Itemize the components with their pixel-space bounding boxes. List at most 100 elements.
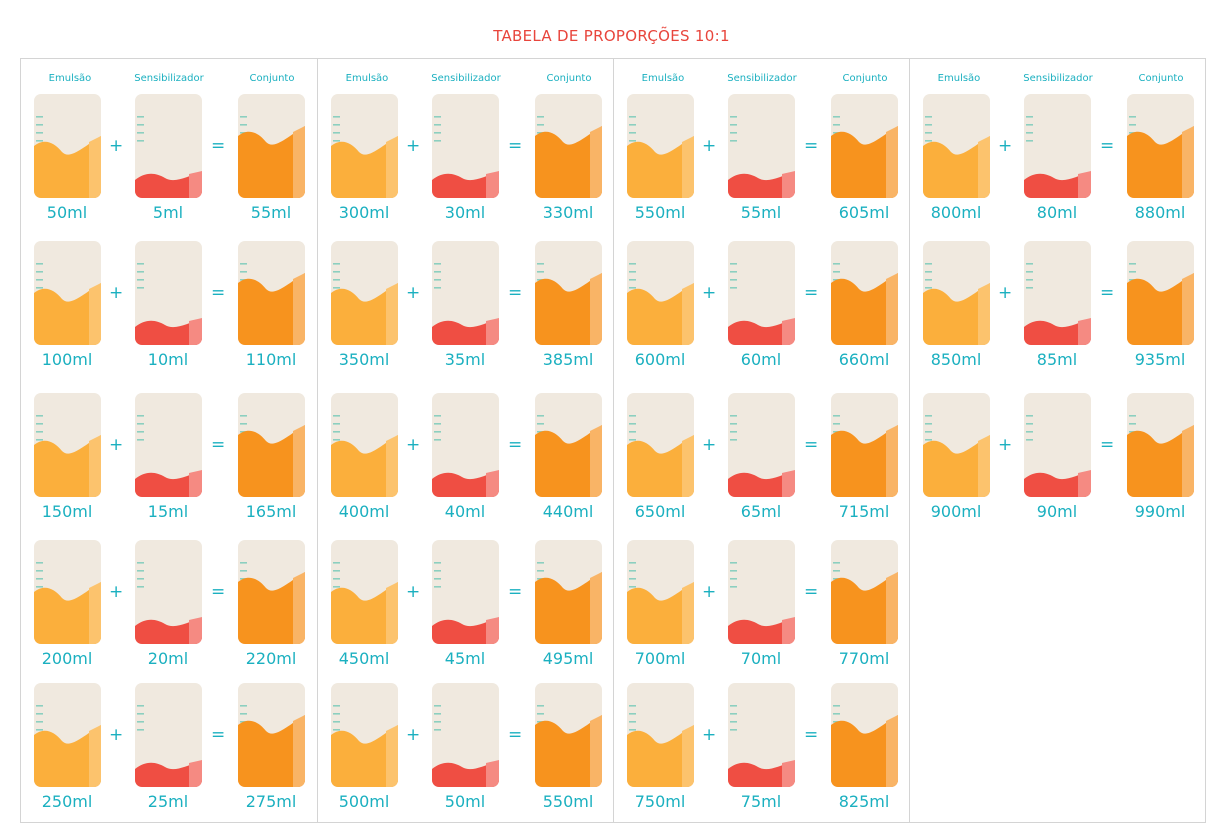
total-volume: 110ml [245, 350, 297, 369]
emulsion-beaker-icon [923, 94, 990, 198]
plus-sign: + [702, 283, 717, 303]
sensitizer-beaker-icon [432, 683, 499, 787]
sensitizer-beaker-icon [432, 241, 499, 345]
sensitizer-volume: 75ml [740, 792, 782, 811]
sensitizer-beaker-icon [135, 540, 202, 644]
total-volume: 880ml [1134, 203, 1186, 222]
sensitizer-beaker-icon [135, 683, 202, 787]
header-emulsion: Emulsão [345, 73, 389, 84]
equals-sign: = [211, 725, 226, 745]
equals-sign: = [211, 136, 226, 156]
total-volume: 440ml [542, 502, 594, 521]
sensitizer-beaker-icon [135, 94, 202, 198]
ratio-row: + = 350ml 35ml 385ml [318, 241, 614, 381]
sensitizer-beaker-icon [1024, 241, 1091, 345]
mixture-beaker-icon [238, 241, 305, 345]
header-total: Conjunto [546, 73, 592, 84]
header-emulsion: Emulsão [48, 73, 92, 84]
equals-sign: = [804, 136, 819, 156]
emulsion-beaker-icon [923, 393, 990, 497]
sensitizer-volume: 35ml [444, 350, 486, 369]
emulsion-beaker-icon [627, 683, 694, 787]
header-total: Conjunto [842, 73, 888, 84]
sensitizer-volume: 90ml [1036, 502, 1078, 521]
ratio-row: + = 750ml 75ml 825ml [614, 683, 910, 823]
emulsion-beaker-icon [34, 393, 101, 497]
plus-sign: + [109, 582, 124, 602]
ratio-row: + = 500ml 50ml 550ml [318, 683, 614, 823]
mixture-beaker-icon [831, 241, 898, 345]
sensitizer-beaker-icon [728, 393, 795, 497]
plus-sign: + [998, 283, 1013, 303]
ratio-row: + = 600ml 60ml 660ml [614, 241, 910, 381]
equals-sign: = [1100, 136, 1115, 156]
emulsion-volume: 750ml [634, 792, 686, 811]
mixture-beaker-icon [238, 683, 305, 787]
equals-sign: = [804, 725, 819, 745]
mixture-beaker-icon [238, 94, 305, 198]
ratio-row: + = 800ml 80ml 880ml [910, 94, 1206, 234]
plus-sign: + [406, 435, 421, 455]
emulsion-beaker-icon [34, 540, 101, 644]
plus-sign: + [406, 136, 421, 156]
plus-sign: + [998, 136, 1013, 156]
plus-sign: + [702, 136, 717, 156]
ratio-row: + = 300ml 30ml 330ml [318, 94, 614, 234]
ratio-column-2: Emulsão Sensibilizador Conjunto + = 300m… [317, 59, 613, 822]
emulsion-beaker-icon [331, 540, 398, 644]
total-volume: 605ml [838, 203, 890, 222]
plus-sign: + [109, 283, 124, 303]
sensitizer-beaker-icon [728, 94, 795, 198]
emulsion-beaker-icon [331, 393, 398, 497]
plus-sign: + [702, 725, 717, 745]
sensitizer-beaker-icon [1024, 393, 1091, 497]
sensitizer-volume: 45ml [444, 649, 486, 668]
sensitizer-volume: 50ml [444, 792, 486, 811]
total-volume: 990ml [1134, 502, 1186, 521]
sensitizer-volume: 85ml [1036, 350, 1078, 369]
total-volume: 660ml [838, 350, 890, 369]
equals-sign: = [508, 435, 523, 455]
total-volume: 935ml [1134, 350, 1186, 369]
emulsion-beaker-icon [331, 683, 398, 787]
equals-sign: = [211, 283, 226, 303]
emulsion-volume: 300ml [338, 203, 390, 222]
emulsion-beaker-icon [627, 241, 694, 345]
emulsion-beaker-icon [627, 393, 694, 497]
emulsion-volume: 650ml [634, 502, 686, 521]
ratio-row: + = 200ml 20ml 220ml [21, 540, 317, 680]
mixture-beaker-icon [831, 683, 898, 787]
equals-sign: = [508, 582, 523, 602]
sensitizer-volume: 65ml [740, 502, 782, 521]
emulsion-beaker-icon [331, 94, 398, 198]
sensitizer-volume: 25ml [147, 792, 189, 811]
header-sensitizer: Sensibilizador [134, 73, 204, 84]
mixture-beaker-icon [535, 94, 602, 198]
equals-sign: = [1100, 435, 1115, 455]
emulsion-volume: 800ml [930, 203, 982, 222]
mixture-beaker-icon [238, 540, 305, 644]
total-volume: 165ml [245, 502, 297, 521]
emulsion-volume: 850ml [930, 350, 982, 369]
emulsion-volume: 550ml [634, 203, 686, 222]
sensitizer-volume: 40ml [444, 502, 486, 521]
sensitizer-beaker-icon [432, 94, 499, 198]
total-volume: 715ml [838, 502, 890, 521]
ratio-row: + = 100ml 10ml 110ml [21, 241, 317, 381]
header-sensitizer: Sensibilizador [727, 73, 797, 84]
plus-sign: + [702, 435, 717, 455]
emulsion-volume: 900ml [930, 502, 982, 521]
emulsion-volume: 200ml [41, 649, 93, 668]
page-title: TABELA DE PROPORÇÕES 10:1 [493, 27, 730, 45]
sensitizer-beaker-icon [1024, 94, 1091, 198]
total-volume: 770ml [838, 649, 890, 668]
sensitizer-beaker-icon [432, 540, 499, 644]
sensitizer-beaker-icon [728, 683, 795, 787]
proportion-table: Emulsão Sensibilizador Conjunto + = 50ml [20, 58, 1206, 823]
ratio-row: + = 900ml 90ml 990ml [910, 393, 1206, 533]
emulsion-beaker-icon [34, 241, 101, 345]
header-emulsion: Emulsão [937, 73, 981, 84]
header-sensitizer: Sensibilizador [1023, 73, 1093, 84]
sensitizer-volume: 20ml [147, 649, 189, 668]
ratio-row: + = 850ml 85ml 935ml [910, 241, 1206, 381]
